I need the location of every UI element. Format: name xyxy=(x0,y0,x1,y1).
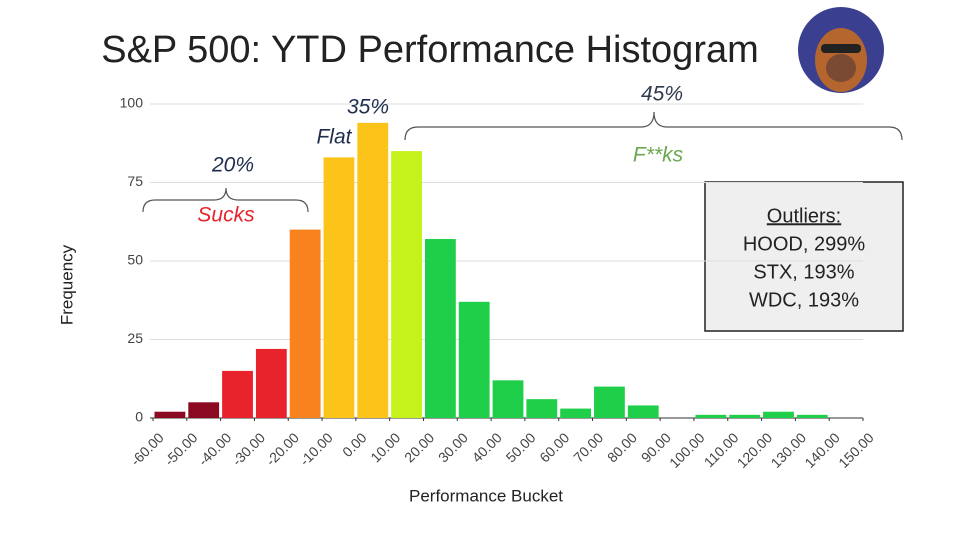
x-tick-label: 120.00 xyxy=(734,429,776,471)
y-tick-label: 100 xyxy=(120,95,144,111)
annotation: 35% xyxy=(347,96,389,119)
bar xyxy=(154,411,186,418)
annotation: Sucks xyxy=(197,204,255,227)
bar xyxy=(391,151,422,418)
bracket xyxy=(142,187,309,213)
bar xyxy=(526,399,558,418)
x-tick-label: 50.00 xyxy=(503,429,539,465)
x-tick-label: 60.00 xyxy=(536,429,572,465)
bar xyxy=(222,370,253,418)
x-tick-label: -20.00 xyxy=(263,429,303,469)
bar xyxy=(289,229,321,418)
x-tick-label: 130.00 xyxy=(768,429,810,471)
x-tick-label: 110.00 xyxy=(701,429,742,470)
x-tick-label: 100.00 xyxy=(666,429,708,471)
x-tick-label: 10.00 xyxy=(367,429,403,465)
bar xyxy=(560,408,592,418)
bracket xyxy=(404,111,903,141)
x-tick-label: 140.00 xyxy=(801,429,843,471)
bar xyxy=(323,157,355,418)
bar xyxy=(627,405,659,418)
outlier: HOOD, 299% xyxy=(743,233,865,255)
bar xyxy=(492,380,524,418)
chart-title: S&P 500: YTD Performance Histogram xyxy=(101,29,759,71)
annotation: 45% xyxy=(641,83,683,106)
bar xyxy=(796,414,828,418)
bar xyxy=(594,386,625,418)
bar xyxy=(763,411,794,418)
outlier: WDC, 193% xyxy=(749,289,859,311)
y-tick-label: 0 xyxy=(135,409,143,425)
bar xyxy=(729,414,761,418)
x-tick-label: 70.00 xyxy=(570,429,606,465)
x-tick-label: 30.00 xyxy=(435,429,471,465)
bar xyxy=(458,301,490,418)
bar xyxy=(255,348,287,418)
bar xyxy=(695,414,727,418)
outliers-title: Outliers: xyxy=(767,205,841,227)
bar xyxy=(424,239,456,418)
y-tick-label: 75 xyxy=(127,173,143,189)
x-tick-label: -60.00 xyxy=(127,429,167,469)
outlier: STX, 193% xyxy=(753,261,854,283)
x-tick-label: -50.00 xyxy=(161,429,201,469)
x-tick-label: 20.00 xyxy=(401,429,437,465)
x-tick-label: 80.00 xyxy=(604,429,640,465)
x-tick-label: -30.00 xyxy=(229,429,269,469)
x-tick-label: 150.00 xyxy=(835,429,877,471)
y-tick-label: 25 xyxy=(127,330,143,346)
x-axis-label: Performance Bucket xyxy=(409,486,563,505)
bar xyxy=(188,402,220,418)
y-axis-label: Frequency xyxy=(57,244,76,325)
x-tick-label: 40.00 xyxy=(469,429,505,465)
annotation: F**ks xyxy=(633,144,684,167)
x-tick-label: 0.00 xyxy=(339,429,370,460)
avatar xyxy=(798,7,884,93)
x-tick-label: -10.00 xyxy=(296,429,336,469)
bar xyxy=(357,122,389,418)
annotation: 20% xyxy=(211,154,254,177)
annotation: Flat xyxy=(316,126,352,149)
y-tick-label: 50 xyxy=(127,252,143,268)
x-tick-label: -40.00 xyxy=(195,429,235,469)
outliers-box xyxy=(704,181,904,332)
